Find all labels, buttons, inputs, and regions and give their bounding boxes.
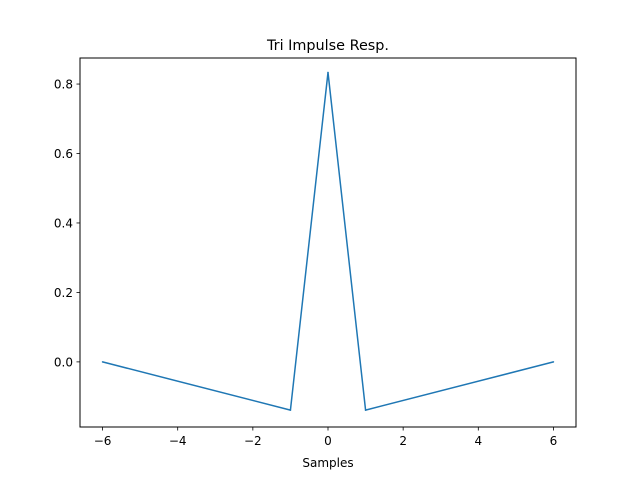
x-axis-label: Samples <box>302 456 353 470</box>
plot-area-frame <box>79 57 577 428</box>
y-tick-label: 0.2 <box>54 286 73 300</box>
y-tick-label: 0.4 <box>54 216 73 230</box>
data-point <box>289 409 292 411</box>
data-point <box>364 409 367 411</box>
y-axis-ticks: 0.0 0.2 0.4 0.6 0.8 <box>54 78 80 369</box>
chart-title: Tri Impulse Resp. <box>266 38 389 54</box>
y-tick-label: 0.6 <box>54 147 73 161</box>
x-tick-label: −2 <box>244 434 262 448</box>
x-tick-label: 4 <box>474 434 482 448</box>
y-tick-label: 0.8 <box>54 78 73 92</box>
data-point <box>101 361 104 363</box>
y-tick-label: 0.0 <box>54 355 73 369</box>
x-tick-label: −6 <box>94 434 112 448</box>
data-point <box>327 71 329 74</box>
x-tick-label: 6 <box>550 434 558 448</box>
data-point <box>552 361 555 363</box>
x-tick-label: 2 <box>399 434 407 448</box>
x-tick-label: 0 <box>324 434 332 448</box>
x-tick-label: −4 <box>169 434 187 448</box>
x-axis-ticks: −6 −4 −2 0 2 4 6 <box>94 427 558 448</box>
plot-series <box>101 71 555 411</box>
